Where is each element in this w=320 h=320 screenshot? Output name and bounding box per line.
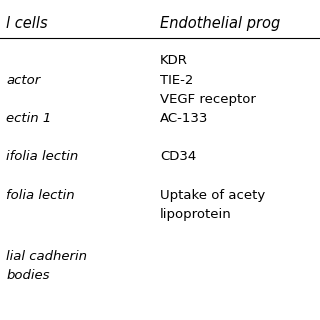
Text: lial cadherin: lial cadherin bbox=[6, 250, 87, 263]
Text: Uptake of acety: Uptake of acety bbox=[160, 189, 265, 202]
Text: bodies: bodies bbox=[6, 269, 50, 282]
Text: folia lectin: folia lectin bbox=[6, 189, 75, 202]
Text: VEGF receptor: VEGF receptor bbox=[160, 93, 256, 106]
Text: Endothelial prog: Endothelial prog bbox=[160, 16, 280, 31]
Text: AC-133: AC-133 bbox=[160, 112, 208, 125]
Text: ectin 1: ectin 1 bbox=[6, 112, 52, 125]
Text: KDR: KDR bbox=[160, 54, 188, 68]
Text: CD34: CD34 bbox=[160, 150, 196, 164]
Text: ifolia lectin: ifolia lectin bbox=[6, 150, 79, 164]
Text: l cells: l cells bbox=[6, 16, 48, 31]
Text: TIE-2: TIE-2 bbox=[160, 74, 193, 87]
Text: lipoprotein: lipoprotein bbox=[160, 208, 232, 221]
Text: actor: actor bbox=[6, 74, 41, 87]
